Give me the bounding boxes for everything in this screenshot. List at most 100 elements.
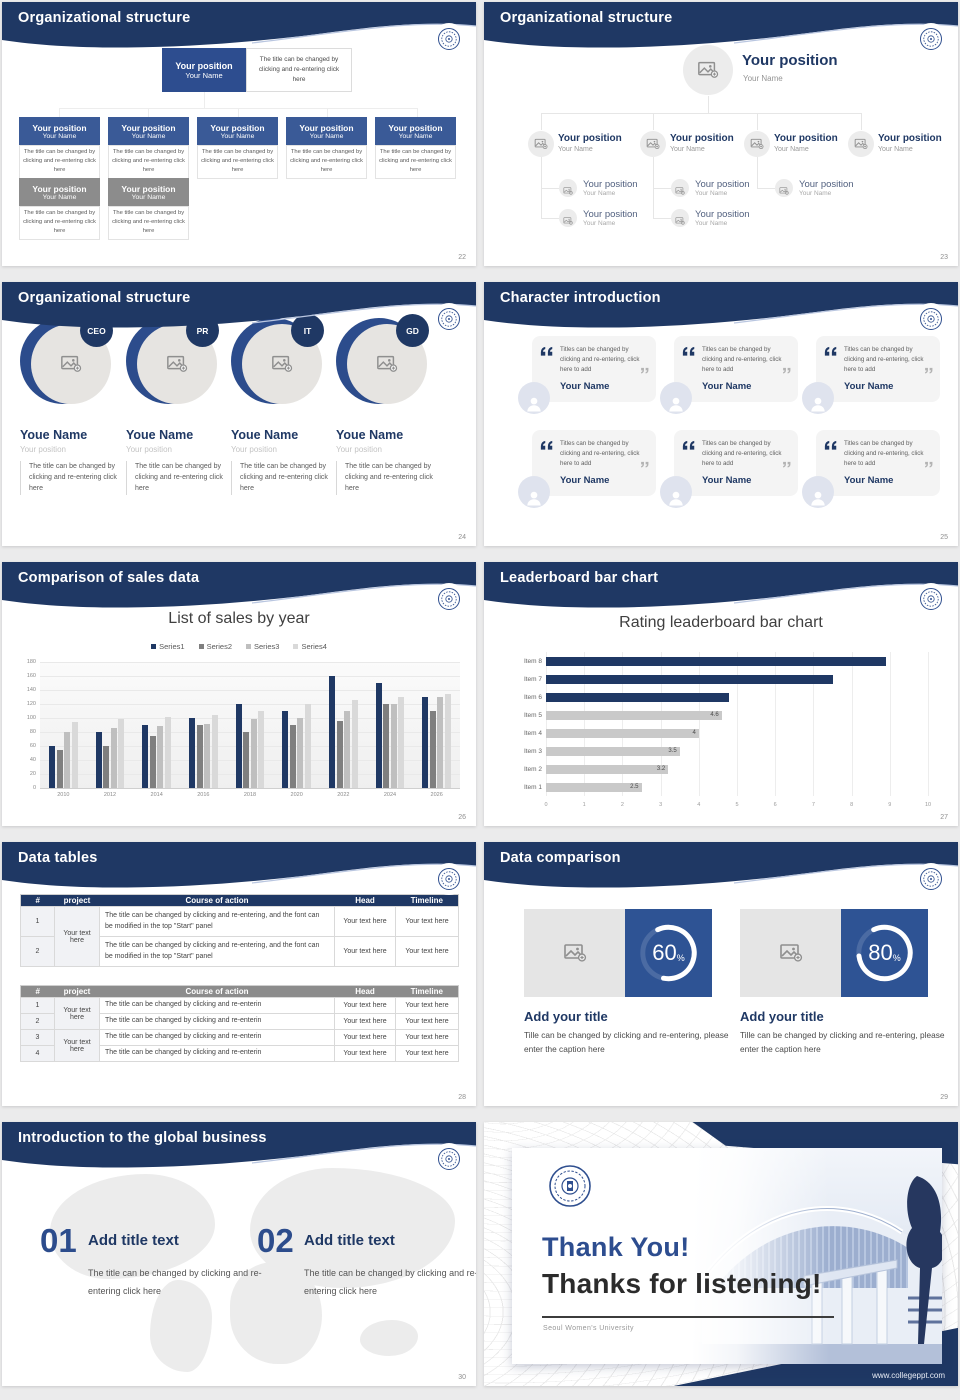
connector-line [59,108,60,117]
org-root-caption: The title can be changed by clicking and… [246,48,352,92]
quote-icon [540,346,553,356]
box-name: Your Name [42,193,77,201]
connector-line [653,218,671,219]
slide-thank-you[interactable]: Thank You! Thanks for listening! Seoul W… [484,1122,958,1386]
slide-24-org-structure-profiles[interactable]: Organizational structure CEO Youe Name You… [2,282,476,546]
profile-name: Youe Name [336,428,404,442]
sub-name: Your Name [583,220,616,227]
slide-28-data-tables[interactable]: Data tables # project Course of action Head… [2,842,476,1106]
gridline [928,652,929,796]
bar [196,725,203,788]
person-icon [524,394,544,414]
timeline-cell: Your text here [395,936,459,967]
bar [546,674,833,684]
panel-title: Add your title [740,1009,824,1024]
branch-position: Your position [774,133,838,144]
bar [49,746,56,788]
x-tick-label: 1 [582,802,586,808]
profile-graphic: GD [336,314,430,410]
quote-icon [925,367,933,374]
image-placeholder-icon [534,137,548,151]
image-placeholder-icon [271,353,293,375]
sub-name: Your Name [695,220,728,227]
image-placeholder-icon [675,213,685,225]
bar [329,676,336,788]
box-position: Your position [32,122,87,133]
sub-name: Your Name [583,190,616,197]
role-badge: IT [291,314,324,347]
step-caption: The title can be changed by clicking and… [88,1268,262,1296]
org-box-caption: The title can be changed by clicking and… [286,145,367,179]
box-position: Your position [210,122,265,133]
photo-circle [671,209,689,227]
legend-item: Series3 [246,642,279,651]
quote-open-icon [824,437,838,455]
sub-position: Your position [583,209,638,220]
quote-card: Titles can be changed by clicking and re… [802,430,940,508]
data-label: 3.5 [668,747,677,754]
timeline-cell: Your text here [395,1013,459,1030]
image-placeholder-icon [376,353,398,375]
profile-columns: CEO Youe Name Your position The title can b… [2,282,476,546]
x-tick-label: 2010 [57,792,70,798]
box-name: Your Name [131,193,166,201]
bar [149,735,156,788]
slide-27-leaderboard-chart[interactable]: Leaderboard bar chart Rating leaderboard… [484,562,958,826]
data-table: # project Course of action Head Timeline 1 You… [20,894,459,967]
bar [204,723,211,788]
quote-icon [682,440,695,450]
donut-ring [856,924,913,982]
person-icon [808,488,828,508]
x-tick-label: 2024 [383,792,397,798]
table-header-cell: # [35,987,40,996]
y-tick-label: 100 [26,715,36,721]
connector-line [204,92,205,108]
slide-25-character-introduction[interactable]: Character introduction Titles can be cha… [484,282,958,546]
root-position: Your position [742,52,838,69]
org-box-header: Your position Your Name [108,178,189,206]
table-header-cell: Course of action [185,896,249,905]
slide-26-sales-chart[interactable]: Comparison of sales data List of sales b… [2,562,476,826]
data-label: 2.5 [630,783,639,790]
panel-title: Add your title [524,1009,608,1024]
y-tick-label: 60 [29,743,36,749]
course-of-action-cell: The title can be changed by clicking and… [99,997,335,1014]
slide-30-global-business[interactable]: Introduction to the global business 01 Ad… [2,1122,476,1386]
course-of-action-cell: The title can be changed by clicking and… [99,936,335,967]
percent-value: 60% [652,940,685,965]
slide-22-org-structure-boxes[interactable]: Organizational structure Your position Yo… [2,2,476,266]
bar: 4.6 [546,710,722,720]
bar [297,718,304,788]
gridline [584,652,586,796]
timeline-cell: Your text here [395,1045,459,1062]
y-tick-label: 40 [29,757,36,763]
image-placeholder-icon [563,941,587,965]
slide-29-data-comparison[interactable]: Data comparison 60% Add your title Tille c… [484,842,958,1106]
quote-card: Titles can be changed by clicking and re… [660,336,798,414]
bar [383,704,390,788]
timeline-cell: Your text here [395,997,459,1014]
bar [429,711,436,788]
legend-item: Series1 [151,642,185,651]
org-box-caption: The title can be changed by clicking and… [19,206,100,240]
bar: 2.5 [546,782,642,792]
connector-line [541,113,542,130]
org-chart-tree: Your position Your Name Your position Your … [484,2,958,266]
gridline [40,788,460,789]
person-icon [666,394,686,414]
connector-line [757,113,758,130]
world-map-shape [150,1280,212,1372]
photo-circle [683,45,733,95]
person-name: Your Name [844,475,894,486]
connector-line [541,113,861,114]
legend-label: Series1 [159,642,185,651]
bar [437,697,444,788]
bar [64,732,71,788]
slide-23-org-structure-photos[interactable]: Organizational structure Your position Yo… [484,2,958,266]
legend-label: Series3 [254,642,280,651]
bar [304,704,311,788]
image-placeholder-icon [166,353,188,375]
bar [110,727,117,788]
org-box-header: Your position Your Name [375,117,456,145]
quote-icon [783,367,791,374]
